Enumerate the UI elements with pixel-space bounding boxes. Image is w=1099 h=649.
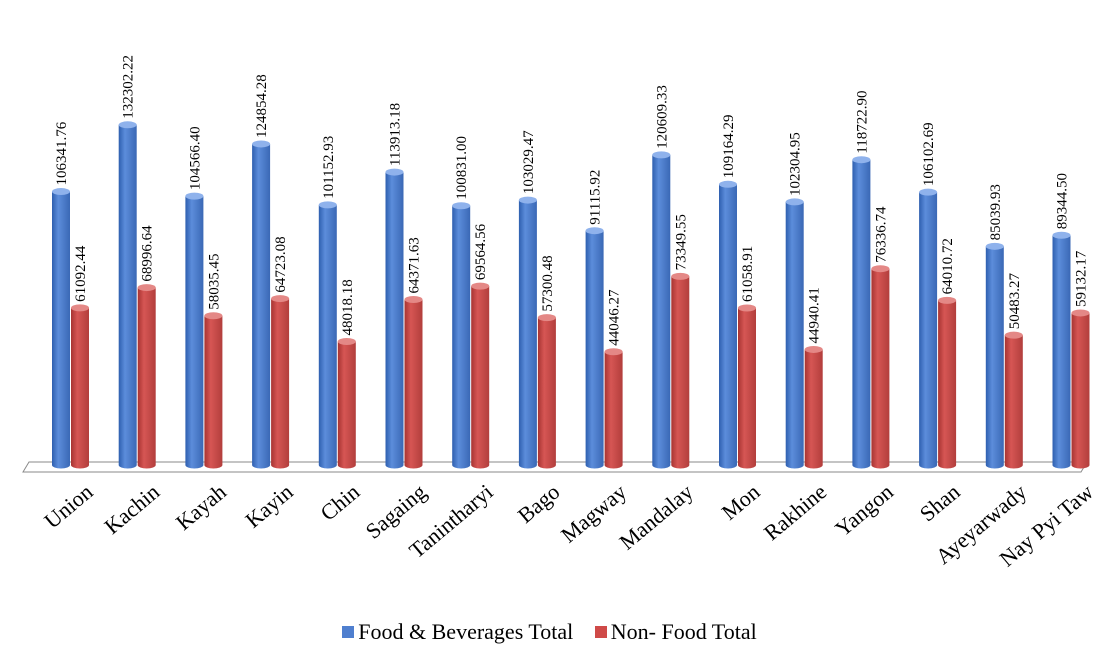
bar-nonfood-kachin (137, 284, 156, 469)
bar-nonfood-mandalay (671, 272, 690, 469)
value-label-nonfood-shan: 64010.72 (940, 238, 956, 294)
bar-nonfood-kayin (271, 295, 290, 469)
bar-food-tanintharyi (452, 202, 471, 469)
category-label-kayah: Kayah (171, 479, 231, 535)
bar-nonfood-kayah (204, 312, 223, 469)
category-label-chin: Chin (315, 479, 364, 526)
value-label-food-shan: 106102.69 (921, 122, 937, 186)
value-label-food-chin: 101152.93 (321, 136, 337, 199)
value-label-nonfood-tanintharyi: 69564.56 (473, 223, 489, 280)
legend-swatch-food (342, 626, 355, 638)
value-label-food-magway: 91115.92 (588, 170, 604, 225)
value-label-nonfood-yangon: 76336.74 (873, 206, 889, 263)
legend-item-nonfood: Non- Food Total (594, 619, 757, 645)
bar-nonfood-sagaing (404, 295, 423, 469)
category-label-shan: Shan (915, 479, 965, 526)
value-label-food-sagaing: 113913.18 (388, 103, 404, 166)
bar-food-rakhine (785, 198, 804, 469)
bar-nonfood-union (71, 304, 89, 469)
bar-food-mandalay (652, 151, 671, 469)
value-label-nonfood-sagaing: 64371.63 (407, 237, 423, 293)
bar-chart: 106341.76 61092.44 132302.22 68996.64 104566… (22, 55, 1098, 572)
value-label-food-union: 106341.76 (54, 121, 70, 185)
bar-food-magway (585, 227, 604, 469)
bar-nonfood-ayeyarwady (1004, 331, 1023, 469)
bar-nonfood-chin (337, 338, 356, 469)
legend-item-food: Food & Beverages Total (342, 619, 573, 645)
bar-food-union (52, 188, 70, 469)
value-label-nonfood-ayeyarwady: 50483.27 (1007, 272, 1023, 329)
bar-food-kayah (185, 192, 204, 469)
value-labels-layer: 106341.76 61092.44 132302.22 68996.64 104566… (54, 55, 1090, 346)
value-label-food-kayah: 104566.40 (187, 126, 203, 190)
bar-food-chin (318, 201, 337, 469)
legend-label-nonfood: Non- Food Total (610, 619, 757, 644)
bar-nonfood-rakhine (804, 345, 823, 469)
bar-nonfood-nay-pyi-taw (1071, 309, 1090, 469)
value-label-nonfood-kachin: 68996.64 (140, 225, 156, 282)
value-label-food-yangon: 118722.90 (854, 91, 870, 154)
value-label-food-ayeyarwady: 85039.93 (988, 184, 1004, 240)
value-label-nonfood-mandalay: 73349.55 (673, 214, 689, 270)
bar-food-kayin (252, 140, 271, 469)
legend-label-food: Food & Beverages Total (358, 619, 574, 644)
category-label-union: Union (39, 479, 97, 534)
value-label-nonfood-bago: 57300.48 (540, 255, 556, 311)
value-label-food-kayin: 124854.28 (254, 74, 270, 138)
category-label-kachin: Kachin (99, 479, 164, 539)
category-label-yangon: Yangon (830, 479, 898, 542)
value-label-food-rakhine: 102304.95 (788, 132, 804, 196)
value-label-food-nay-pyi-taw: 89344.50 (1055, 173, 1071, 229)
value-label-nonfood-union: 61092.44 (73, 245, 89, 302)
bar-food-ayeyarwady (985, 242, 1004, 469)
value-label-nonfood-chin: 48018.18 (340, 279, 356, 335)
bar-food-mon (719, 180, 737, 469)
category-label-rakhine: Rakhine (759, 479, 831, 545)
value-label-nonfood-kayin: 64723.08 (273, 236, 289, 292)
bar-food-kachin (118, 121, 137, 469)
bars-layer (52, 121, 1090, 469)
category-label-kayin: Kayin (240, 479, 297, 533)
bar-nonfood-bago (537, 314, 556, 469)
value-label-food-bago: 103029.47 (521, 130, 537, 194)
value-label-nonfood-kayah: 58035.45 (206, 254, 222, 310)
value-label-nonfood-nay-pyi-taw: 59132.17 (1074, 250, 1090, 307)
category-labels-layer: Union Kachin Kayah Kayin ChinSagaingTanintha… (39, 479, 1098, 572)
value-label-food-mon: 109164.29 (721, 115, 737, 179)
bar-food-yangon (852, 156, 871, 469)
value-label-nonfood-mon: 61058.91 (740, 246, 756, 302)
legend-swatch-nonfood (594, 626, 607, 638)
value-label-food-kachin: 132302.22 (121, 55, 137, 119)
bar-nonfood-mon (738, 304, 756, 469)
bar-nonfood-magway (604, 348, 623, 469)
value-label-food-tanintharyi: 100831.00 (454, 136, 470, 200)
value-label-nonfood-magway: 44046.27 (607, 289, 623, 346)
bar-nonfood-shan (938, 296, 957, 469)
bar-food-sagaing (385, 168, 404, 469)
value-label-nonfood-rakhine: 44940.41 (807, 287, 823, 343)
category-label-mon: Mon (717, 479, 765, 525)
value-label-food-mandalay: 120609.33 (654, 85, 670, 149)
bar-food-bago (518, 196, 537, 469)
bar-food-shan (919, 188, 938, 469)
bar-nonfood-yangon (871, 265, 890, 469)
category-label-mandalay: Mandalay (614, 479, 697, 555)
bar-nonfood-tanintharyi (471, 282, 490, 469)
legend: Food & Beverages Total Non- Food Total (0, 618, 1099, 645)
bar-food-nay-pyi-taw (1052, 231, 1071, 469)
category-label-bago: Bago (513, 479, 565, 528)
